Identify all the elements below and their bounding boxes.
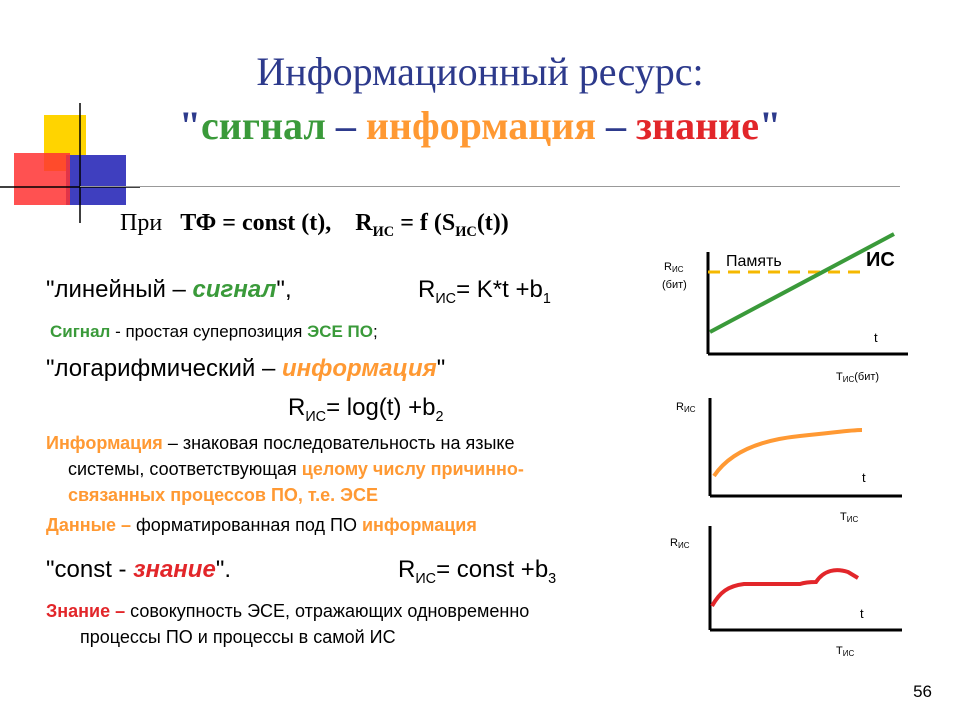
condition-tf: ТФ = const (t),: [180, 210, 332, 236]
page-number: 56: [913, 682, 932, 701]
graph1-t-label: t: [874, 330, 878, 345]
graph-log: RИС t TИС: [676, 398, 902, 524]
graph2-x-label: TИС: [840, 511, 858, 524]
quote-close: ": [758, 103, 782, 148]
linear-formula: RИС= K*t +b1: [418, 276, 551, 307]
corner-decoration: [0, 103, 140, 223]
graph1-y-unit: (бит): [662, 279, 687, 291]
const-knowledge-term: знание: [133, 556, 216, 583]
signal-definition: Сигнал - простая суперпозиция ЭСЕ ПО;: [50, 322, 378, 341]
title-dash: –: [325, 103, 366, 148]
knowledge-definition: Знание – совокупность ЭСЕ, отражающих од…: [46, 601, 530, 647]
title-signal: сигнал: [201, 103, 326, 148]
const-formula: RИС= const +b3: [398, 556, 557, 587]
data-definition: Данные – форматированная под ПО информац…: [46, 515, 477, 535]
quote-open: ": [178, 103, 202, 148]
log-formula: RИС= log(t) +b2: [288, 394, 444, 425]
graph3-x-label: TИС: [836, 645, 854, 658]
deco-blue-square: [66, 155, 126, 205]
graph1-x-label: TИС(бит): [836, 371, 879, 384]
information-definition: Информация – знаковая последовательность…: [46, 433, 524, 505]
condition-line: При ТФ = const (t), RИС = f (SИС(t)): [120, 210, 509, 241]
graph1-is-label: ИС: [866, 249, 895, 271]
title-knowledge: знание: [635, 103, 759, 148]
log-info-term: информация: [281, 355, 437, 382]
graph1-y-label: RИС: [664, 261, 684, 274]
graph-const: RИС t TИС: [670, 526, 902, 658]
graph2-log-curve: [712, 428, 863, 478]
graph2-y-label: RИС: [676, 401, 696, 414]
title-dash: –: [595, 103, 636, 148]
deco-red-square: [14, 153, 70, 205]
title-separator: [80, 186, 900, 187]
linear-signal-term: сигнал: [192, 276, 277, 303]
log-heading: "логарифмический – информация": [46, 355, 446, 382]
slide-title-line1: Информационный ресурс:: [256, 49, 704, 94]
graph2-t-label: t: [862, 470, 866, 485]
slide-title-line2: "сигнал – информация – знание": [0, 102, 960, 149]
title-information: информация: [365, 103, 596, 148]
graph3-const-curve: [710, 568, 860, 608]
graph3-t-label: t: [860, 606, 864, 621]
condition-prefix: При: [120, 210, 163, 236]
graph3-y-label: RИС: [670, 537, 690, 550]
graph1-memory-label: Память: [726, 253, 782, 270]
graphs-panel: RИС (бит) Память ИС t TИС(бит) RИС t TИС…: [662, 232, 908, 658]
condition-formula: RИС = f (SИС(t)): [355, 210, 509, 240]
linear-heading: "линейный – сигнал",: [46, 276, 292, 303]
const-heading: "const - знание".: [46, 556, 231, 583]
graph1-linear-line: [709, 232, 895, 334]
graph-linear: RИС (бит) Память ИС t TИС(бит): [662, 232, 908, 384]
